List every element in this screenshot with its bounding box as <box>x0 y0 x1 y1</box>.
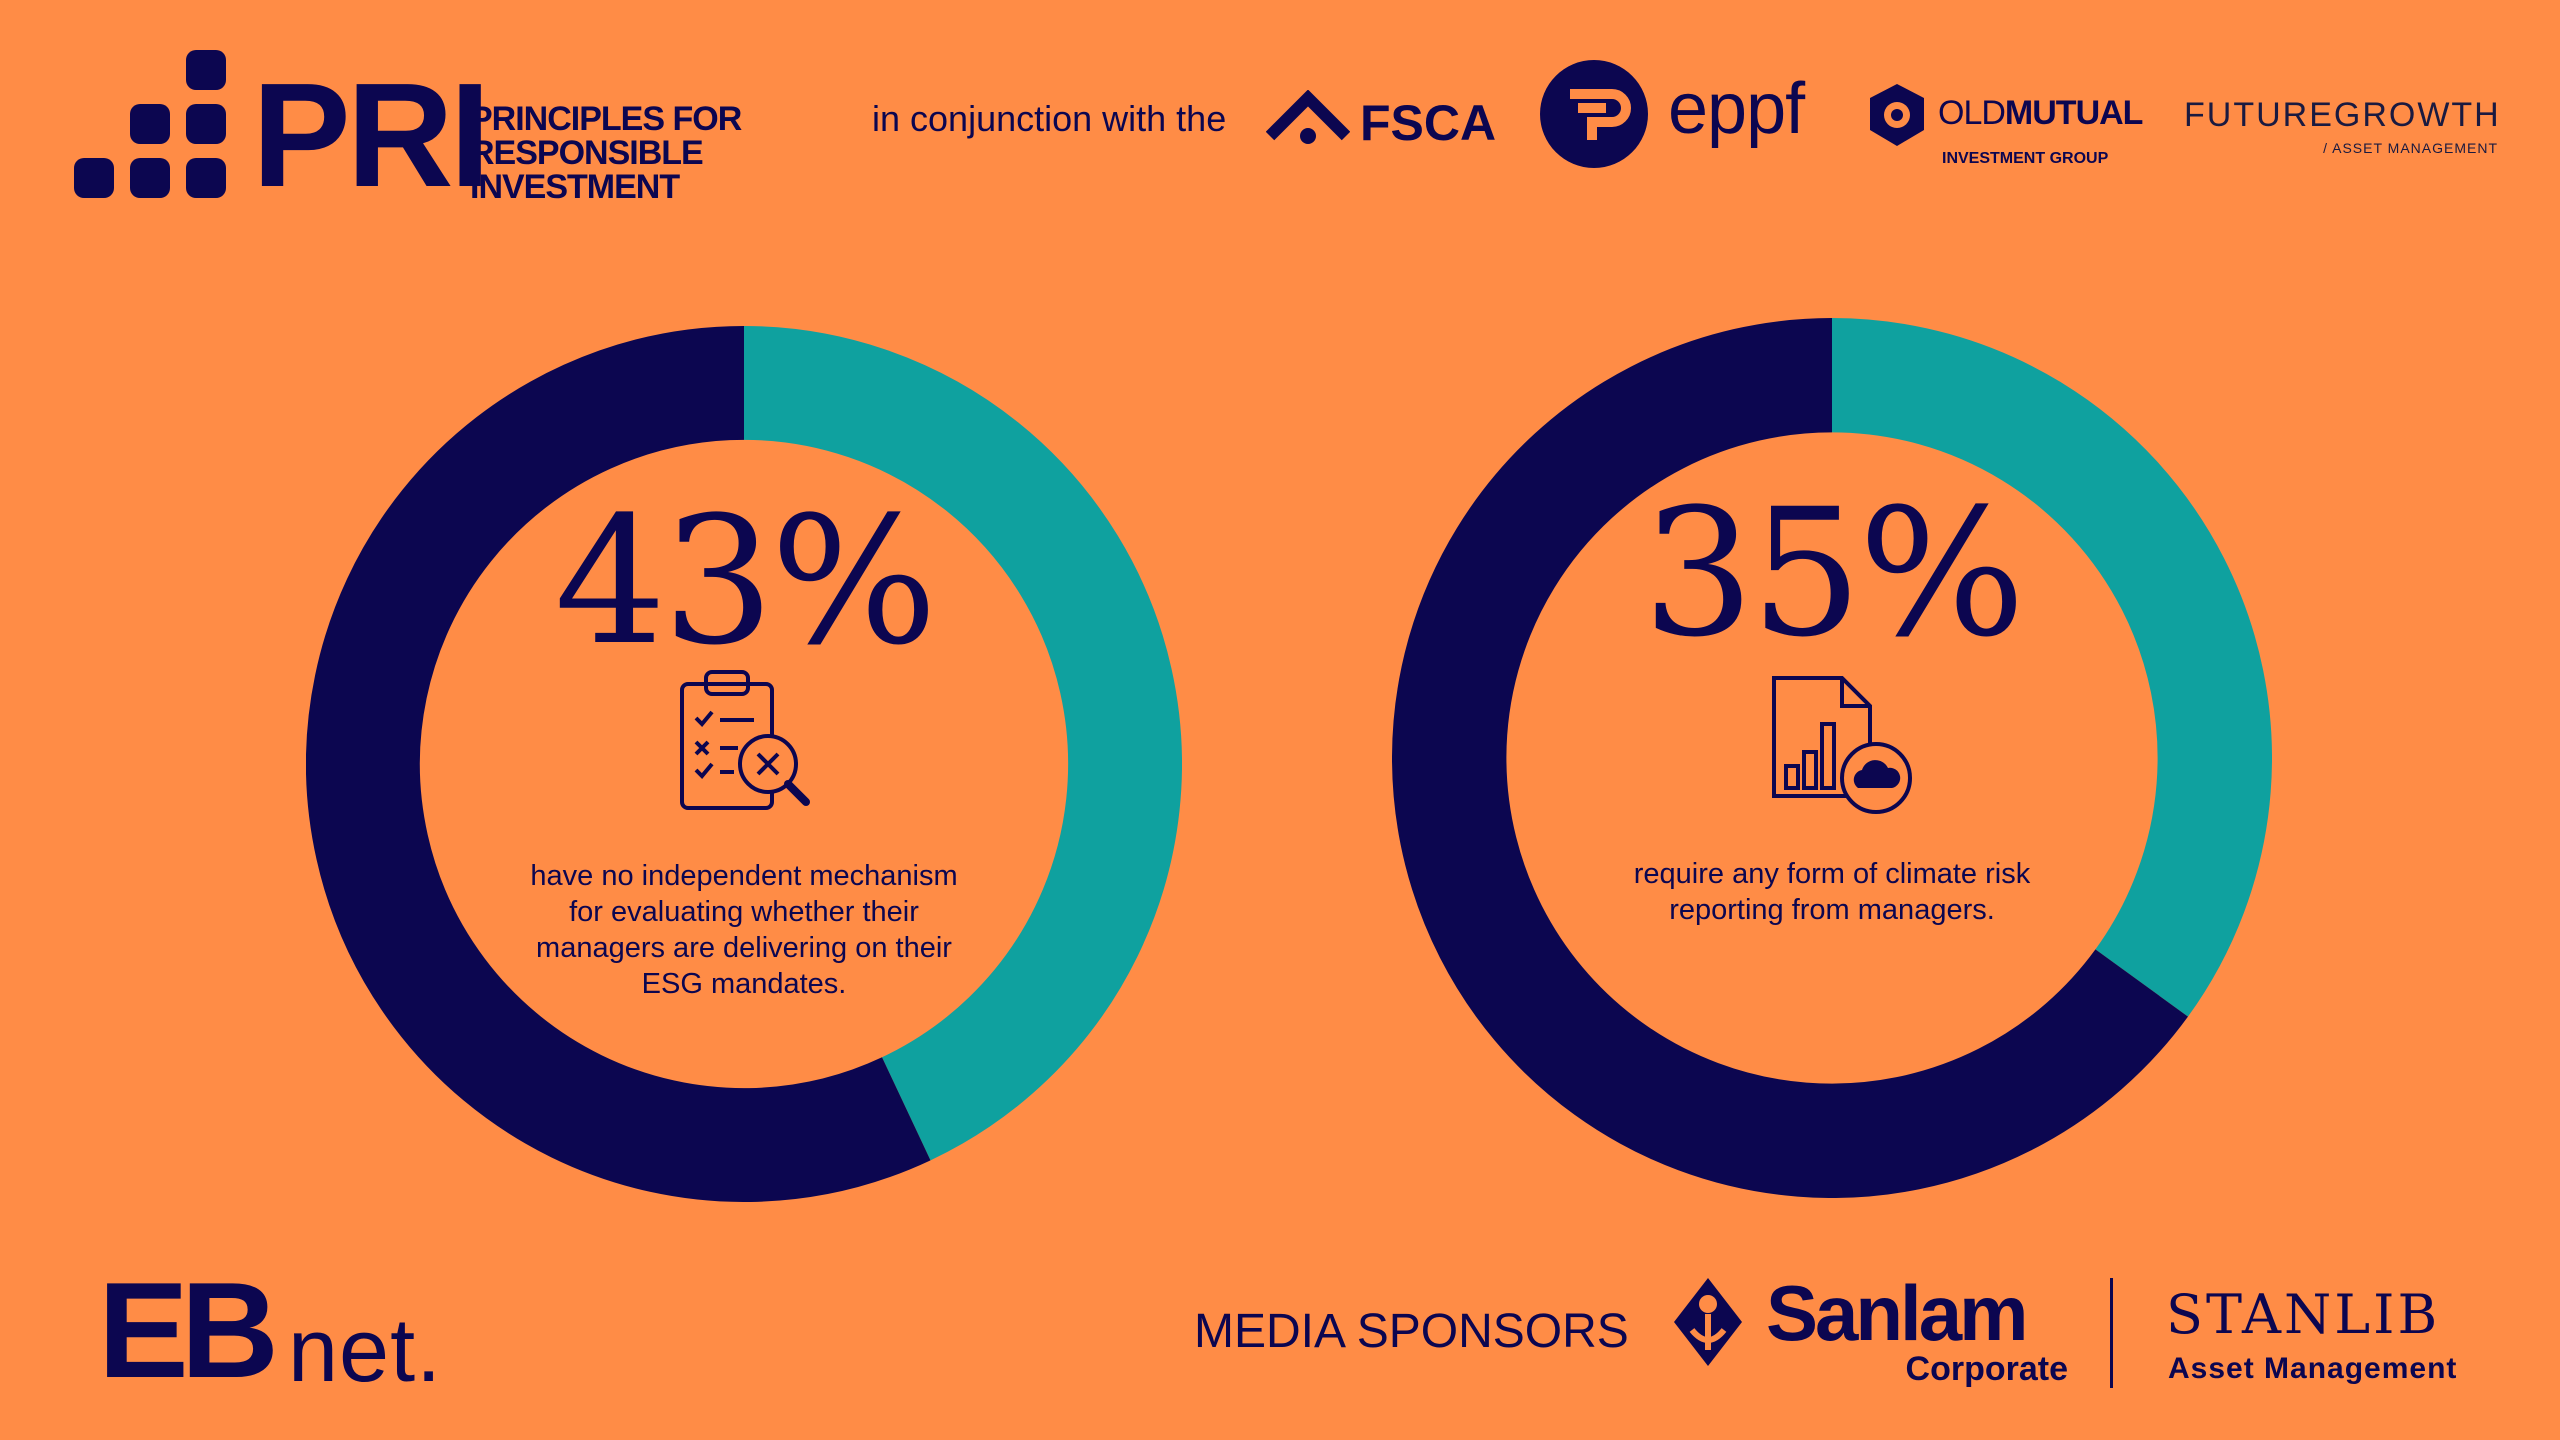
conjunction-text: in conjunction with the <box>872 98 1227 139</box>
checklist-magnifier-icon <box>680 670 810 810</box>
donut-chart-2: 35% require any form of climate risk rep… <box>1392 318 2272 1198</box>
eppf-logo: eppf <box>1540 60 1820 172</box>
caption-line: for evaluating whether their <box>569 896 919 928</box>
donut-chart-2-svg <box>1392 318 2272 1198</box>
pri-dots-icon <box>74 50 226 198</box>
futuregrowth-subtitle: / ASSET MANAGEMENT <box>2323 140 2498 156</box>
donut-1-slice-remainder <box>306 326 931 1202</box>
oldmutual-subtitle: INVESTMENT GROUP <box>1942 150 2109 167</box>
ebnet-logo: EB net. <box>98 1262 458 1398</box>
pri-wordmark: PRI <box>252 53 491 218</box>
pri-subtitle-line: INVESTMENT <box>470 168 680 206</box>
caption-line: managers are delivering on their <box>536 932 952 964</box>
donut-2-slice-highlighted <box>1831 318 2272 1017</box>
sponsor-divider <box>2110 1278 2113 1388</box>
ebnet-light-text: net. <box>288 1301 443 1401</box>
pri-logo: PRI PRINCIPLES FOR RESPONSIBLE INVESTMEN… <box>72 48 742 218</box>
caption-line: ESG mandates. <box>641 968 847 1000</box>
oldmutual-logo: OLDMUTUAL INVESTMENT GROUP <box>1866 80 2156 170</box>
sanlam-subtitle: Corporate <box>1905 1350 2068 1388</box>
pri-subtitle-line: PRINCIPLES FOR <box>470 100 742 138</box>
sanlam-anchor-icon <box>1674 1278 1742 1366</box>
caption-line: require any form of climate risk <box>1633 858 2031 890</box>
donut-1-caption: have no independent mechanism for evalua… <box>306 858 1182 1002</box>
caption-line: have no independent mechanism <box>530 860 958 892</box>
donut-chart-1-svg <box>306 326 1182 1202</box>
futuregrowth-text: FUTUREGROWTH <box>2184 96 2501 134</box>
donut-2-value: 35% <box>1642 471 2025 676</box>
fsca-logo: FSCA <box>1266 88 1506 151</box>
pri-subtitle-line: RESPONSIBLE <box>470 134 704 172</box>
ebnet-bold-text: EB <box>98 1254 279 1406</box>
caption-line: reporting from managers. <box>1669 894 1995 926</box>
report-cloud-icon <box>1772 676 1912 814</box>
pri-subtitle: PRINCIPLES FOR RESPONSIBLE INVESTMENT <box>470 100 742 206</box>
sanlam-text: Sanlam <box>1766 1269 2028 1357</box>
eppf-text: eppf <box>1668 69 1805 149</box>
futuregrowth-logo: FUTUREGROWTH / ASSET MANAGEMENT <box>2184 96 2514 166</box>
fsca-roof-icon <box>1266 90 1350 144</box>
oldmutual-text-light: OLD <box>1938 94 2006 132</box>
media-sponsors-label: MEDIA SPONSORS <box>1194 1305 1629 1358</box>
stanlib-subtitle: Asset Management <box>2168 1352 2458 1385</box>
oldmutual-shield-icon <box>1870 84 1924 146</box>
stanlib-logo: STANLIB Asset Management <box>2166 1288 2466 1388</box>
donut-1-value: 43% <box>554 479 937 684</box>
stanlib-text: STANLIB <box>2166 1283 2441 1346</box>
donut-2-caption: require any form of climate risk reporti… <box>1392 856 2272 928</box>
sanlam-logo: Sanlam Corporate <box>1668 1274 2098 1394</box>
eppf-mark-icon <box>1540 60 1648 168</box>
donut-chart-1: 43% have no independent mechanism for ev… <box>306 326 1182 1202</box>
donut-2-slice-remainder <box>1392 318 2188 1198</box>
oldmutual-text: OLDMUTUAL <box>1938 94 2144 133</box>
fsca-text: FSCA <box>1360 95 1497 151</box>
donut-1-slice-highlighted <box>743 326 1182 1161</box>
oldmutual-text-bold: MUTUAL <box>2004 94 2144 132</box>
